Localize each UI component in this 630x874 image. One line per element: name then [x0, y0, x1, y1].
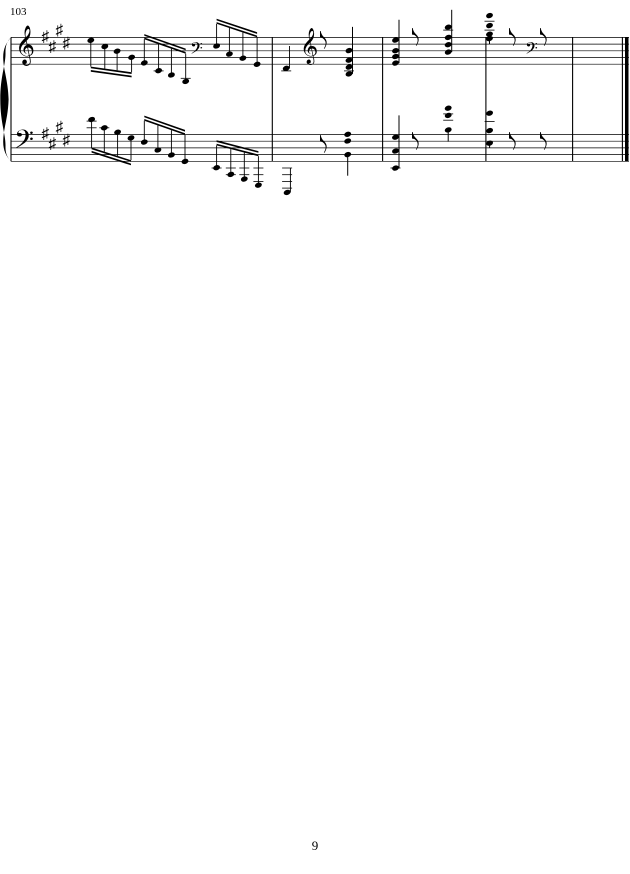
svg-text:♯: ♯ [63, 35, 71, 52]
svg-text:𝅮: 𝅮 [412, 25, 420, 58]
svg-text:𝅮: 𝅮 [509, 129, 517, 162]
svg-text:𝅮: 𝅮 [540, 25, 548, 58]
svg-text:♯: ♯ [49, 136, 57, 153]
svg-text:𝅮: 𝅮 [320, 132, 328, 165]
svg-text:𝄢: 𝄢 [190, 40, 203, 62]
svg-text:♯: ♯ [63, 132, 71, 149]
svg-text:♯: ♯ [49, 39, 57, 56]
svg-text:𝄞: 𝄞 [300, 28, 318, 65]
svg-text:𝄢: 𝄢 [14, 125, 34, 160]
svg-text:𝅮: 𝅮 [320, 28, 328, 61]
svg-text:𝅮: 𝅮 [412, 129, 420, 162]
svg-text:𝄞: 𝄞 [15, 26, 35, 66]
svg-text:𝅮: 𝅮 [509, 25, 517, 58]
svg-text:𝄢: 𝄢 [525, 40, 538, 62]
svg-text:𝅮: 𝅮 [540, 129, 548, 162]
